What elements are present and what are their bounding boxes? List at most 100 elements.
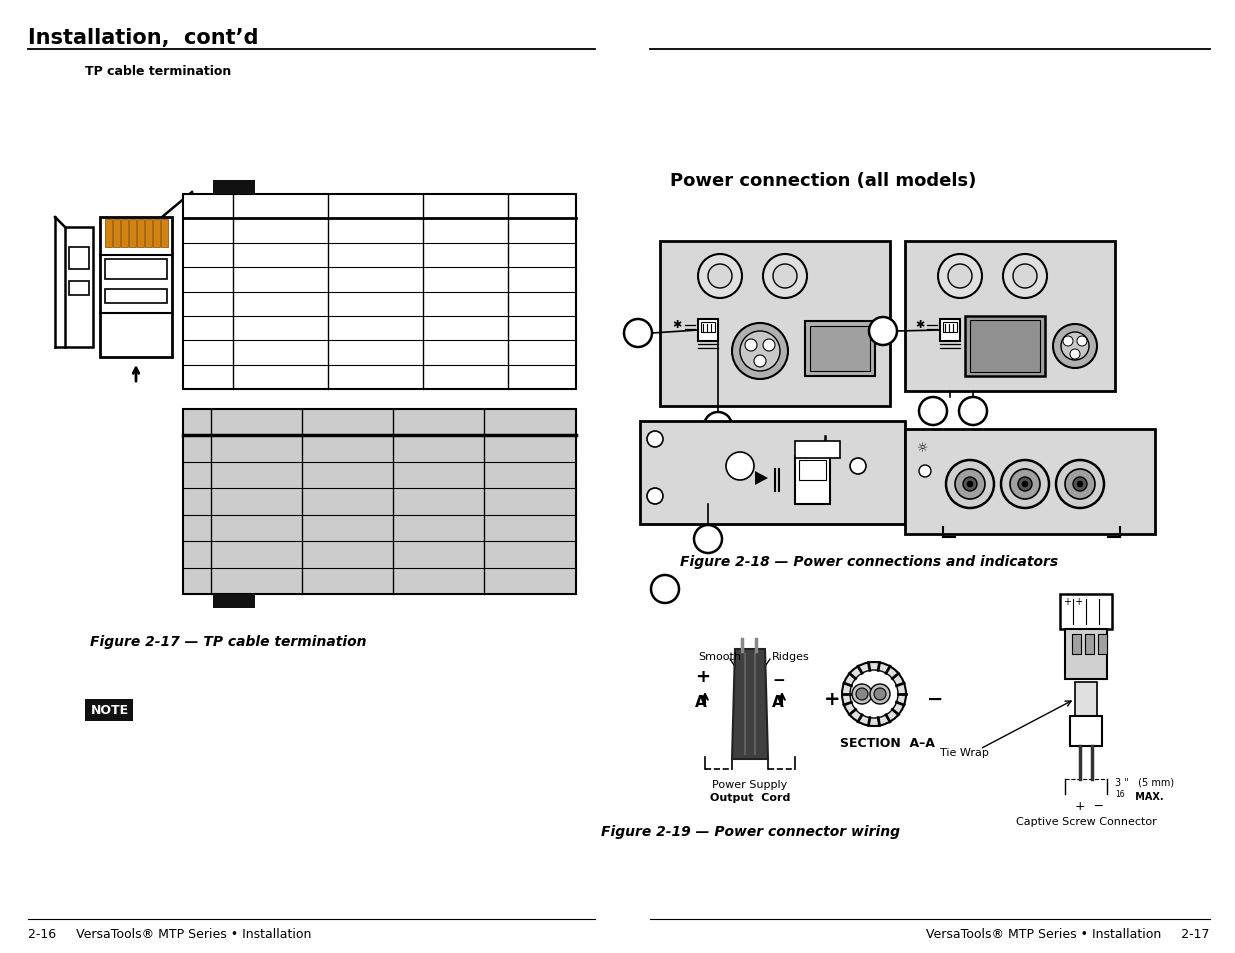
Circle shape (694, 525, 722, 554)
Bar (640, 421, 905, 524)
Bar (1086, 635, 1094, 655)
Bar (1098, 635, 1107, 655)
Bar (1060, 595, 1112, 629)
Circle shape (651, 576, 679, 603)
Text: 16: 16 (1115, 789, 1125, 799)
Circle shape (1077, 336, 1087, 347)
Text: ✱: ✱ (915, 319, 924, 330)
Circle shape (1056, 460, 1104, 509)
Bar (659, 242, 890, 407)
Text: A: A (772, 695, 784, 709)
Bar (69, 248, 89, 270)
Bar (1074, 682, 1097, 718)
Circle shape (842, 662, 906, 726)
Bar (65, 228, 93, 348)
Circle shape (1073, 477, 1087, 492)
Circle shape (869, 317, 897, 346)
Circle shape (967, 481, 973, 488)
Circle shape (946, 460, 994, 509)
Circle shape (726, 453, 755, 480)
Text: 2-16     VersaTools® MTP Series • Installation: 2-16 VersaTools® MTP Series • Installati… (28, 927, 311, 940)
Text: ✱: ✱ (672, 319, 682, 330)
Bar (698, 319, 718, 341)
Circle shape (955, 470, 986, 499)
Circle shape (1070, 350, 1079, 359)
Bar (161, 220, 168, 248)
Bar (105, 290, 167, 304)
Text: Power connection (all models): Power connection (all models) (671, 172, 977, 190)
Bar (905, 242, 1115, 392)
Bar (795, 441, 840, 458)
Text: MAX.: MAX. (1115, 791, 1163, 801)
Text: TP cable termination: TP cable termination (85, 65, 231, 78)
Circle shape (852, 684, 872, 704)
Circle shape (939, 254, 982, 298)
Circle shape (647, 432, 663, 448)
Circle shape (763, 254, 806, 298)
Text: Smooth: Smooth (698, 651, 741, 661)
Bar (183, 410, 576, 595)
Circle shape (963, 477, 977, 492)
Bar (965, 316, 1045, 376)
Circle shape (698, 254, 742, 298)
Text: +: + (695, 667, 710, 685)
Bar (212, 595, 254, 608)
Circle shape (1023, 481, 1028, 488)
Bar (121, 220, 127, 248)
Bar (905, 430, 1155, 535)
Circle shape (850, 670, 898, 719)
Text: 3 "   (5 mm): 3 " (5 mm) (1115, 778, 1174, 787)
Circle shape (1063, 336, 1073, 347)
Circle shape (874, 688, 885, 700)
Circle shape (704, 413, 732, 440)
Circle shape (755, 355, 766, 368)
Circle shape (1018, 477, 1032, 492)
Text: NOTE: NOTE (91, 703, 130, 717)
Circle shape (745, 339, 757, 352)
Circle shape (1002, 460, 1049, 509)
Bar (795, 456, 830, 504)
Bar (105, 220, 111, 248)
Circle shape (708, 265, 732, 289)
Bar (701, 323, 715, 333)
Circle shape (773, 265, 797, 289)
Text: A: A (695, 695, 706, 709)
Text: + +: + + (1065, 597, 1083, 606)
Text: Figure 2-17 — TP cable termination: Figure 2-17 — TP cable termination (90, 635, 367, 648)
Bar (69, 282, 89, 295)
Bar (1070, 717, 1102, 746)
Circle shape (1061, 333, 1089, 360)
Circle shape (919, 465, 931, 477)
Circle shape (856, 688, 868, 700)
Text: ☼: ☼ (918, 441, 929, 455)
Bar (183, 194, 576, 390)
Bar (152, 220, 159, 248)
Bar (1072, 635, 1081, 655)
Bar (100, 218, 172, 357)
Bar (810, 327, 869, 372)
Text: Installation,  cont’d: Installation, cont’d (28, 28, 258, 48)
Bar (137, 220, 143, 248)
Bar (940, 319, 960, 341)
Circle shape (1077, 481, 1083, 488)
Text: +: + (824, 689, 841, 708)
Circle shape (1053, 325, 1097, 369)
Circle shape (919, 397, 947, 426)
Bar (969, 320, 1040, 373)
Text: Figure 2-18 — Power connections and indicators: Figure 2-18 — Power connections and indi… (680, 555, 1058, 568)
Circle shape (647, 489, 663, 504)
Text: Tie Wrap: Tie Wrap (940, 747, 989, 758)
Bar (105, 260, 167, 280)
Circle shape (740, 332, 781, 372)
Bar (128, 220, 136, 248)
Text: Captive Screw Connector: Captive Screw Connector (1015, 816, 1156, 826)
Bar (85, 700, 133, 721)
Bar (212, 181, 254, 194)
Text: Figure 2-19 — Power connector wiring: Figure 2-19 — Power connector wiring (600, 824, 899, 838)
Text: VersaTools® MTP Series • Installation     2-17: VersaTools® MTP Series • Installation 2-… (926, 927, 1210, 940)
Bar (112, 220, 120, 248)
Circle shape (1010, 470, 1040, 499)
Circle shape (763, 339, 776, 352)
Text: Output  Cord: Output Cord (710, 792, 790, 802)
Circle shape (948, 265, 972, 289)
